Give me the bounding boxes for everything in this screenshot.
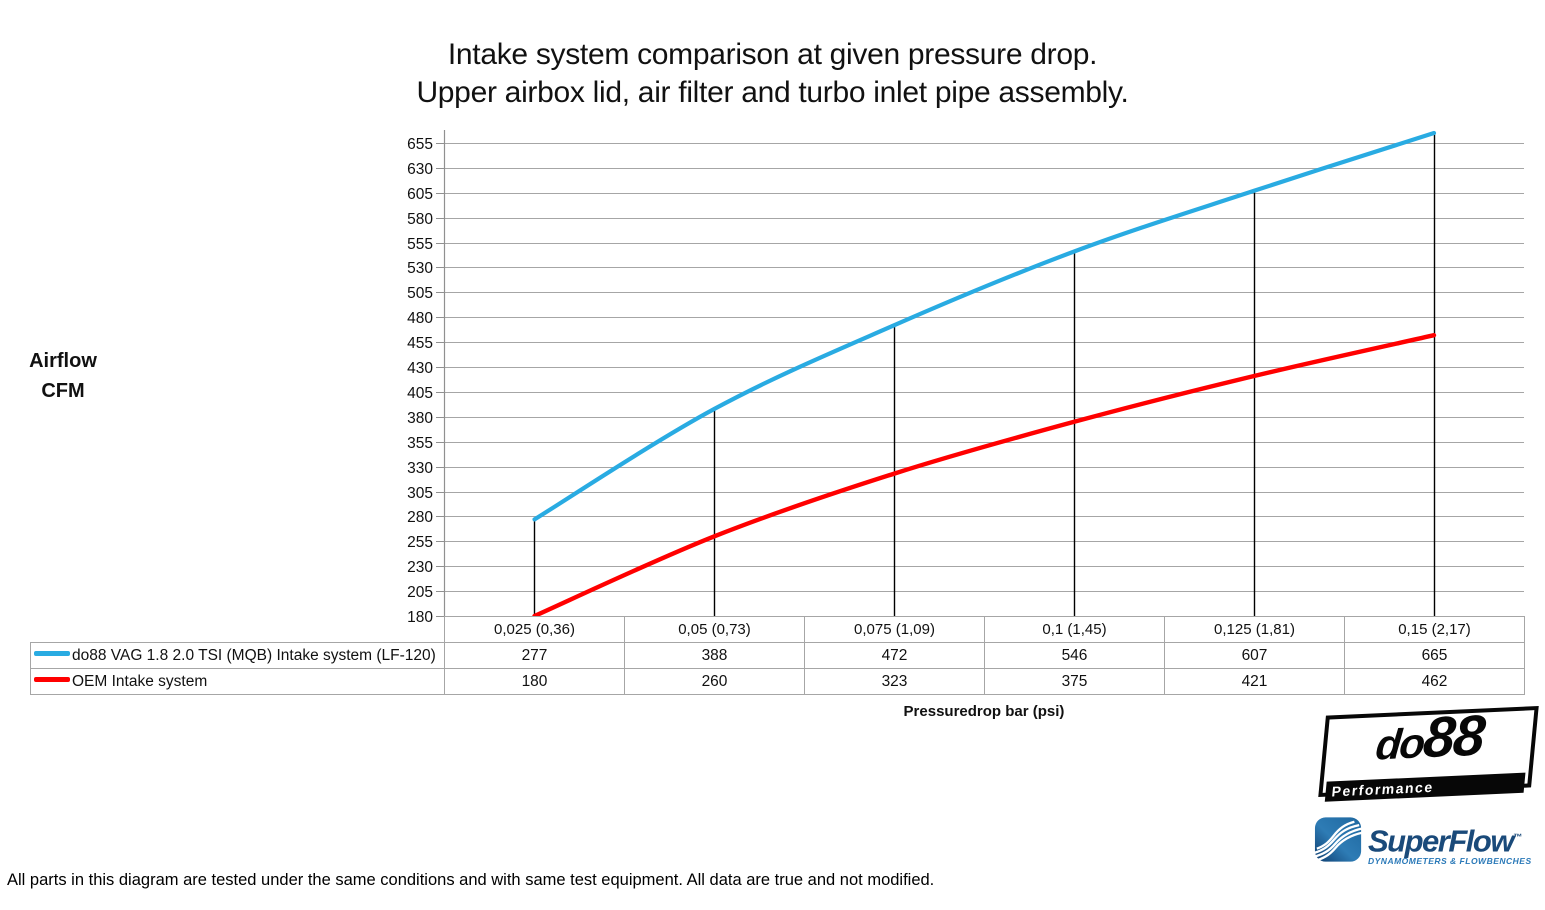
table-row: do88 VAG 1.8 2.0 TSI (MQB) Intake system… (30, 642, 1525, 669)
y-tick-label: 630 (407, 161, 433, 178)
y-tick-label: 230 (407, 559, 433, 576)
table-row: OEM Intake system 180 260 323 375 421 462 (30, 668, 1525, 695)
do88-logo-text: do88 (1324, 703, 1535, 782)
y-tick-label: 655 (407, 136, 433, 153)
y-tick-label: 530 (407, 260, 433, 277)
y-tick-label: 255 (407, 534, 433, 551)
y-axis-label: Airflow CFM (8, 346, 118, 406)
superflow-wordmark: SuperFlow (1368, 823, 1514, 859)
legend-swatch-oem (34, 677, 70, 683)
value-cell: 388 (624, 642, 805, 669)
y-tick-label: 205 (407, 584, 433, 601)
y-tick-label: 380 (407, 410, 433, 427)
chart-title-line2: Upper airbox lid, air filter and turbo i… (416, 76, 1129, 109)
x-category-label: 0,125 (1,81) (1164, 616, 1345, 643)
y-tick-label: 455 (407, 335, 433, 352)
y-tick-label: 555 (407, 236, 433, 253)
y-tick-label: 355 (407, 435, 433, 452)
value-cell: 421 (1164, 668, 1345, 695)
value-cell: 546 (984, 642, 1165, 669)
footnote: All parts in this diagram are tested und… (7, 871, 935, 889)
y-axis-label-line2: CFM (41, 380, 85, 402)
legend-label: do88 VAG 1.8 2.0 TSI (MQB) Intake system… (72, 646, 436, 664)
y-tick-label: 605 (407, 186, 433, 203)
line-chart: 655 630 605 580 555 530 505 480 455 430 405 380 355 3… (407, 130, 1524, 626)
value-cell: 260 (624, 668, 805, 695)
legend-cell: OEM Intake system (30, 668, 445, 695)
superflow-wave-icon (1314, 817, 1363, 863)
value-cell: 375 (984, 668, 1165, 695)
legend-label: OEM Intake system (72, 672, 208, 690)
do88-letters: do (1373, 719, 1426, 769)
data-table: 0,025 (0,36) 0,05 (0,73) 0,075 (1,09) 0,1 (… (30, 616, 1525, 695)
superflow-logo: SuperFlow™ DYNAMOMETERS & FLOWBENCHES (1314, 816, 1532, 866)
y-tick-label: 330 (407, 460, 433, 477)
legend-cell: do88 VAG 1.8 2.0 TSI (MQB) Intake system… (30, 642, 445, 669)
legend-swatch-do88 (34, 651, 70, 657)
value-cell: 607 (1164, 642, 1345, 669)
value-cell: 665 (1344, 642, 1525, 669)
y-tick-label: 280 (407, 509, 433, 526)
do88-logo-panel: do88 Performance (1322, 703, 1535, 802)
do88-digits: 88 (1420, 703, 1487, 771)
series-line-oem (532, 333, 1437, 619)
y-tick-label: 305 (407, 485, 433, 502)
x-category-label: 0,025 (0,36) (444, 616, 625, 643)
y-tick-label: 180 (407, 609, 433, 626)
value-cell: 277 (444, 642, 625, 669)
value-cell: 323 (804, 668, 985, 695)
y-tick-label: 405 (407, 385, 433, 402)
table-corner-blank (31, 617, 445, 643)
trademark-mark: ™ (1512, 832, 1522, 842)
chart-title-line1: Intake system comparison at given pressu… (447, 38, 1098, 71)
value-cell: 180 (444, 668, 625, 695)
do88-performance-label: Performance (1330, 778, 1435, 800)
y-tick-label: 480 (407, 310, 433, 327)
y-tick-label: 580 (407, 211, 433, 228)
x-axis-label: Pressuredrop bar (psi) (903, 703, 1065, 720)
x-category-label: 0,05 (0,73) (624, 616, 805, 643)
superflow-text-block: SuperFlow™ DYNAMOMETERS & FLOWBENCHES (1368, 823, 1532, 866)
superflow-name: SuperFlow™ (1368, 823, 1532, 859)
series-line-do88 (532, 130, 1437, 522)
superflow-tagline: DYNAMOMETERS & FLOWBENCHES (1368, 856, 1532, 867)
chart-title: Intake system comparison at given pressu… (0, 36, 1545, 112)
x-category-label: 0,075 (1,09) (804, 616, 985, 643)
x-category-label: 0,1 (1,45) (984, 616, 1165, 643)
y-axis-label-line1: Airflow (29, 350, 97, 372)
x-category-label: 0,15 (2,17) (1344, 616, 1525, 643)
y-tick-label: 430 (407, 360, 433, 377)
value-cell: 462 (1344, 668, 1525, 695)
value-cell: 472 (804, 642, 985, 669)
do88-logo: do88 Performance (1318, 703, 1539, 802)
y-tick-label: 505 (407, 285, 433, 302)
